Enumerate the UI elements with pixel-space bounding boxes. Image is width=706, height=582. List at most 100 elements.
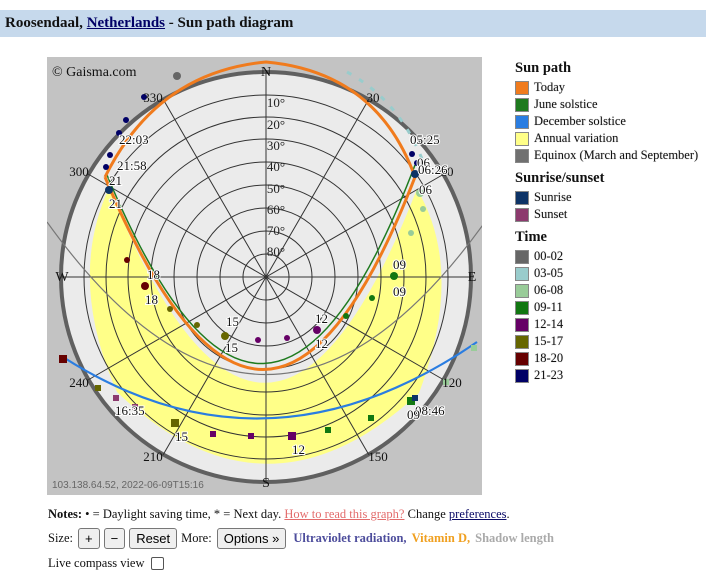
legend-sun-path: Sun path Today June solstice December so… [515,60,705,164]
hour-label: 09 [393,257,406,272]
notes-prefix: Notes: [48,507,83,521]
legend-item-time: 03-05 [515,265,705,282]
annual-variation-area [89,188,442,464]
legend-swatch [515,300,529,315]
legend-swatch [515,190,529,205]
altitude-label: 80° [267,244,285,259]
hour-label: 12 [315,311,328,326]
legend-item-time: 15-17 [515,333,705,350]
notes-line: Notes: • = Daylight saving time, * = Nex… [48,507,510,522]
uv-radiation-link[interactable]: Ultraviolet radiation, [293,531,407,545]
hour-label: 15 [175,429,188,444]
hour-label: 21 [109,173,122,188]
june-solstice-path [106,164,416,365]
hour-label: 06 [419,182,433,197]
legend-item-june-solstice: June solstice [515,96,705,113]
size-decrease-button[interactable]: − [103,528,126,549]
page-title: Roosendaal, Netherlands - Sun path diagr… [0,10,706,37]
live-compass-checkbox[interactable] [150,557,164,570]
live-compass-label: Live compass view [48,556,145,570]
controls-bar: Size: + − Reset More: Options » Ultravio… [48,528,554,549]
size-increase-button[interactable]: + [78,528,100,549]
altitude-label: 30° [267,138,285,153]
legend-label: Sunset [534,207,568,221]
title-suffix: - Sun path diagram [165,15,294,31]
today-path [103,176,417,371]
shadow-length-link[interactable]: Shadow length [475,531,554,545]
options-button[interactable]: Options » [216,528,287,549]
legend-label: 06-08 [534,283,564,297]
december-solstice-path [62,341,478,420]
altitude-label: 40° [267,159,285,174]
legend-title: Sunrise/sunset [515,170,605,186]
hour-label: 18 [145,292,158,307]
hour-label: 09 [407,407,420,422]
legend-label: Equinox (March and September) [534,148,699,162]
legend-swatch [515,207,529,222]
reset-button[interactable]: Reset [129,528,178,549]
hour-label: 09 [393,284,406,299]
vitamin-d-link[interactable]: Vitamin D, [411,531,471,545]
legend-label: 09-11 [534,300,563,314]
equinox-path [47,221,482,376]
legend-label: 00-02 [534,249,564,263]
legend-label: 03-05 [534,266,564,280]
legend-label: 12-14 [534,317,564,331]
legend: Sun path Today June solstice December so… [515,60,705,390]
today-area-fill [105,97,415,370]
legend-item-time: 09-11 [515,299,705,316]
compass-south-label: S [262,476,270,491]
hour-label: 22:03 [119,132,149,147]
size-label: Size: [48,531,73,545]
altitude-label: 20° [267,117,285,132]
altitude-label: 10° [267,95,285,110]
country-link[interactable]: Netherlands [86,15,166,31]
compass-north-label: N [261,65,271,80]
legend-item-time: 12-14 [515,316,705,333]
azimuth-label: 210 [143,449,163,464]
hour-label: 05:25 [410,132,440,147]
copyright-label: © Gaisma.com [52,65,137,80]
title-bar: Roosendaal, Netherlands - Sun path diagr… [0,10,706,37]
azimuth-label: 60 [441,164,454,179]
legend-item-sunset: Sunset [515,206,705,223]
azimuth-label: 150 [368,449,388,464]
legend-swatch [515,97,529,112]
legend-swatch [515,266,529,281]
azimuth-spokes [61,72,471,482]
legend-title: Sun path [515,60,572,76]
hour-label: 21 [109,196,122,211]
altitude-label: 50° [267,181,285,196]
hour-label: 06:26 [418,162,448,177]
legend-time: Time 00-02 03-05 06-08 09-11 12-14 15-17… [515,229,705,384]
azimuth-label: 30 [367,90,380,105]
hour-label: 12 [292,442,305,457]
altitude-label: 60° [267,202,285,217]
legend-label: Annual variation [534,131,619,145]
azimuth-label: 330 [143,90,163,105]
legend-item-time: 00-02 [515,248,705,265]
azimuth-label: 300 [69,164,89,179]
legend-swatch [515,283,529,298]
azimuth-label: 120 [442,375,462,390]
how-to-read-link[interactable]: How to read this graph? [284,507,405,521]
altitude-label: 70° [267,223,285,238]
legend-swatch [515,351,529,366]
sun-path-diagram: © Gaisma.com N E S W 10° 20° 30° 40° 50°… [47,57,482,495]
hour-label: 15 [226,314,239,329]
hour-label: 18 [147,267,160,282]
hour-label: 08:46 [415,403,445,418]
legend-swatch [515,249,529,264]
preferences-link[interactable]: preferences [448,507,507,521]
legend-item-time: 06-08 [515,282,705,299]
legend-label: Sunrise [534,190,572,204]
legend-item-time: 21-23 [515,367,705,384]
legend-label: December solstice [534,114,626,128]
hour-label: 12 [315,336,328,351]
legend-label: 15-17 [534,334,564,348]
legend-swatch [515,131,529,146]
legend-label: Today [534,80,566,94]
legend-item-time: 18-20 [515,350,705,367]
legend-item-sunrise: Sunrise [515,189,705,206]
legend-swatch [515,114,529,129]
